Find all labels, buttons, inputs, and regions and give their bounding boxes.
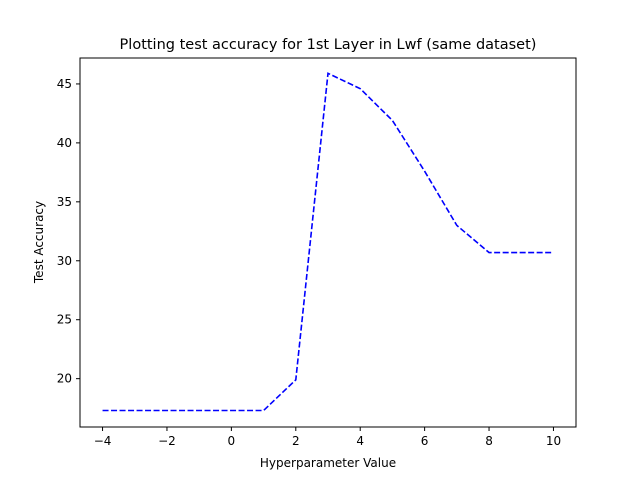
series-line-0	[102, 72, 554, 412]
y-axis-ticks: 20 25 30 35 40 45	[57, 77, 80, 386]
x-tick-label: 4	[356, 434, 364, 448]
x-tick-label: 10	[546, 434, 561, 448]
x-tick-label: 8	[485, 434, 493, 448]
chart-title: Plotting test accuracy for 1st Layer in …	[120, 37, 537, 53]
x-axis-label: Hyperparameter Value	[260, 456, 396, 470]
y-tick-label: 30	[57, 254, 72, 268]
x-tick-label: 2	[292, 434, 300, 448]
x-axis-ticks: −4 −2 0 2 4 6 8 10	[94, 427, 561, 448]
x-tick-label: 0	[228, 434, 236, 448]
y-tick-label: 40	[57, 136, 72, 150]
y-tick-label: 35	[57, 195, 72, 209]
x-tick-label: −4	[94, 434, 112, 448]
axes-frame	[79, 57, 577, 428]
y-tick-label: 25	[57, 313, 72, 327]
y-axis-label: Test Accuracy	[32, 201, 46, 284]
plot-area	[102, 72, 554, 412]
y-tick-label: 20	[57, 372, 72, 386]
x-tick-label: −2	[158, 434, 176, 448]
x-tick-label: 6	[421, 434, 429, 448]
y-tick-label: 45	[57, 77, 72, 91]
